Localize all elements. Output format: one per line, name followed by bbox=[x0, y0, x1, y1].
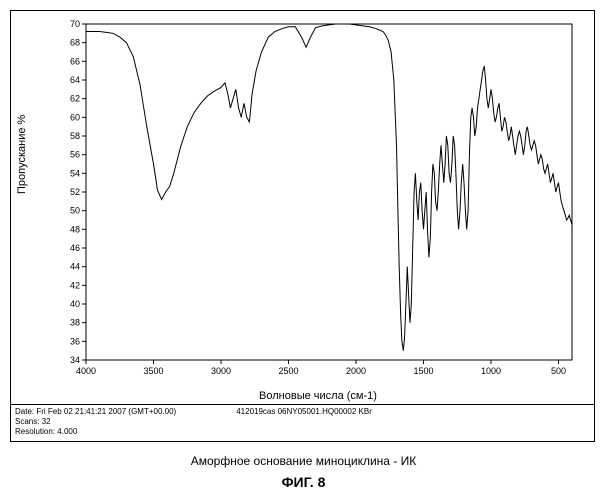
metadata-box: Date: Fri Feb 02 21:41:21 2007 (GMT+00.0… bbox=[10, 404, 595, 442]
figure-number: ФИГ. 8 bbox=[0, 474, 607, 490]
svg-text:56: 56 bbox=[70, 150, 80, 160]
svg-text:54: 54 bbox=[70, 168, 80, 178]
svg-text:42: 42 bbox=[70, 280, 80, 290]
svg-text:60: 60 bbox=[70, 112, 80, 122]
ir-spectrum-plot: 34 36 38 40 42 44 46 48 50 52 54 56 58 60 62 64 66 68 70 40… bbox=[58, 18, 578, 386]
svg-text:46: 46 bbox=[70, 243, 80, 253]
svg-text:4000: 4000 bbox=[76, 366, 96, 376]
svg-text:34: 34 bbox=[70, 355, 80, 365]
svg-text:36: 36 bbox=[70, 336, 80, 346]
meta-resolution: Resolution: 4.000 bbox=[15, 427, 590, 437]
meta-scans-label: Scans: bbox=[15, 417, 39, 426]
svg-text:66: 66 bbox=[70, 56, 80, 66]
meta-resolution-label: Resolution: bbox=[15, 427, 55, 436]
svg-text:48: 48 bbox=[70, 224, 80, 234]
svg-text:62: 62 bbox=[70, 94, 80, 104]
x-axis-label: Волновые числа (см-1) bbox=[58, 390, 578, 402]
svg-text:2000: 2000 bbox=[346, 366, 366, 376]
svg-text:38: 38 bbox=[70, 318, 80, 328]
figure-caption: Аморфное основание миноциклина - ИК bbox=[0, 454, 607, 468]
svg-text:52: 52 bbox=[70, 187, 80, 197]
svg-text:1500: 1500 bbox=[413, 366, 433, 376]
meta-scans: Scans: 32 bbox=[15, 417, 590, 427]
svg-text:1000: 1000 bbox=[481, 366, 501, 376]
svg-text:70: 70 bbox=[70, 19, 80, 29]
y-axis-label: Пропускание % bbox=[16, 115, 28, 194]
svg-text:2500: 2500 bbox=[278, 366, 298, 376]
svg-text:44: 44 bbox=[70, 262, 80, 272]
meta-date-value: Fri Feb 02 21:41:21 2007 (GMT+00.00) bbox=[36, 407, 176, 416]
svg-text:68: 68 bbox=[70, 38, 80, 48]
svg-text:58: 58 bbox=[70, 131, 80, 141]
meta-scans-value: 32 bbox=[42, 417, 51, 426]
svg-text:500: 500 bbox=[551, 366, 566, 376]
svg-text:50: 50 bbox=[70, 206, 80, 216]
svg-text:3000: 3000 bbox=[211, 366, 231, 376]
meta-ref: 412019cas 06NY05001.HQ00002 KBr bbox=[236, 407, 372, 417]
meta-resolution-value: 4.000 bbox=[57, 427, 77, 436]
svg-text:64: 64 bbox=[70, 75, 80, 85]
meta-date: Date: Fri Feb 02 21:41:21 2007 (GMT+00.0… bbox=[15, 407, 176, 417]
svg-text:40: 40 bbox=[70, 299, 80, 309]
svg-text:3500: 3500 bbox=[143, 366, 163, 376]
meta-date-label: Date: bbox=[15, 407, 34, 416]
